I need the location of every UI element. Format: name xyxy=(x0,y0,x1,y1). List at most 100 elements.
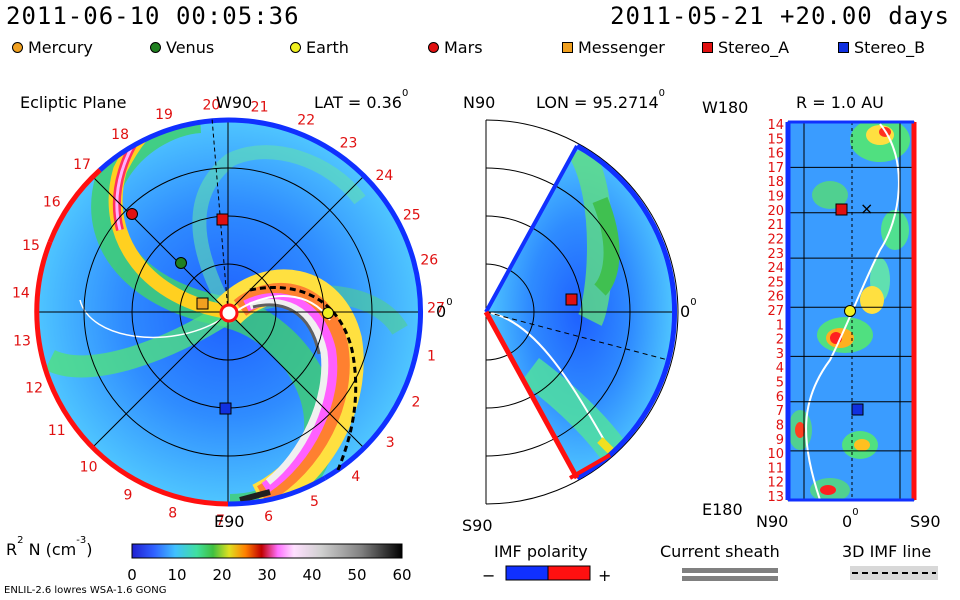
stereo-b-marker-latlon xyxy=(851,403,864,416)
colorbar-ticks: 0 10 20 30 40 50 60 xyxy=(127,566,411,584)
latlon-x-label-0: 00 xyxy=(842,506,859,531)
latlon-x-label-n90: N90 xyxy=(756,512,789,531)
mercury-icon xyxy=(12,42,23,53)
latlon-y-label: 6 xyxy=(776,390,784,405)
imf-minus-label: − xyxy=(482,566,496,585)
latlon-y-label: 7 xyxy=(776,404,784,419)
latlon-y-label: 2 xyxy=(776,333,784,348)
latlon-panel: × 14151617181920212223242526271234567891… xyxy=(767,118,917,505)
latlon-y-label: 23 xyxy=(767,247,784,262)
meridional-panel xyxy=(483,119,679,505)
carrington-label: 17 xyxy=(73,157,91,173)
lon-label: LON = 95.27140 xyxy=(536,87,666,112)
latlon-y-label: 15 xyxy=(767,132,784,147)
colorbar-tick-label: 30 xyxy=(257,566,276,584)
latlon-y-labels: 1415161718192021222324252627123456789101… xyxy=(767,118,784,505)
latlon-y-label: 8 xyxy=(776,419,784,434)
imf-negative-swatch xyxy=(505,565,549,581)
latlon-y-label: 20 xyxy=(767,204,784,219)
carrington-label: 21 xyxy=(251,99,269,115)
ecliptic-top-label: W90 xyxy=(216,93,253,112)
latlon-y-label: 1 xyxy=(776,318,784,333)
messenger-marker xyxy=(196,297,209,310)
carrington-label: 9 xyxy=(124,487,133,503)
colorbar-tick-label: 20 xyxy=(212,566,231,584)
venus-icon xyxy=(150,42,161,53)
mars-marker xyxy=(126,208,138,220)
latlon-y-label: 16 xyxy=(767,147,784,162)
colorbar-tick-label: 60 xyxy=(392,566,411,584)
colorbar xyxy=(131,543,403,559)
legend-item-earth: Earth xyxy=(290,38,349,57)
latlon-y-label: 22 xyxy=(767,233,784,248)
lat-label: LAT = 0.360 xyxy=(314,87,409,112)
carrington-label: 2 xyxy=(411,394,420,410)
stereo-a-icon xyxy=(702,42,713,53)
run-date: 2011-05-21 +20.00 days xyxy=(610,2,950,30)
legend-label: Mars xyxy=(444,38,483,57)
latlon-y-label: 9 xyxy=(776,433,784,448)
carrington-label: 14 xyxy=(12,285,30,301)
carrington-label: 15 xyxy=(22,238,40,254)
latlon-y-label: 14 xyxy=(767,118,784,133)
legend-item-stereo-b: Stereo_B xyxy=(838,38,925,57)
meridional-bottom-label: S90 xyxy=(462,516,493,535)
latlon-y-label: 10 xyxy=(767,447,784,462)
latlon-y-label: 12 xyxy=(767,476,784,491)
model-footer: ENLIL-2.6 lowres WSA-1.6 GONG xyxy=(4,585,167,596)
sun-icon xyxy=(219,303,239,323)
carrington-label: 10 xyxy=(80,459,98,475)
earth-icon xyxy=(290,42,301,53)
carrington-label: 16 xyxy=(43,195,61,211)
carrington-label: 8 xyxy=(168,506,177,522)
latlon-top-left-label: W180 xyxy=(702,98,749,117)
colorbar-tick-label: 0 xyxy=(127,566,137,584)
imf-line-title: 3D IMF line xyxy=(842,542,932,561)
legend-label: Venus xyxy=(166,38,215,57)
carrington-label: 12 xyxy=(25,380,43,396)
latlon-x-label-s90: S90 xyxy=(910,512,941,531)
ecliptic-title: Ecliptic Plane xyxy=(20,93,127,112)
carrington-label: 11 xyxy=(48,423,66,439)
legend-item-stereo-a: Stereo_A xyxy=(702,38,789,57)
carrington-label: 5 xyxy=(310,494,319,510)
carrington-label: 7 xyxy=(216,513,225,529)
carrington-label: 22 xyxy=(297,112,315,128)
legend-item-mercury: Mercury xyxy=(12,38,93,57)
current-sheath-swatch xyxy=(682,568,778,573)
ecliptic-panel: 20 21222324252627123456789101112131415161… xyxy=(12,98,445,529)
carrington-label: 13 xyxy=(13,334,31,350)
cross-marker: × xyxy=(860,199,873,218)
colorbar-label: R2 N (cm-3) xyxy=(6,534,93,559)
latlon-y-label: 26 xyxy=(767,290,784,305)
legend-label: Mercury xyxy=(28,38,93,57)
latlon-y-label: 17 xyxy=(767,161,784,176)
legend-label: Stereo_B xyxy=(854,38,926,57)
carrington-label: 3 xyxy=(386,435,395,451)
mars-icon xyxy=(428,42,439,53)
imf-positive-swatch xyxy=(547,565,591,581)
latlon-y-label: 18 xyxy=(767,175,784,190)
latlon-y-label: 11 xyxy=(767,461,784,476)
legend-item-venus: Venus xyxy=(150,38,214,57)
meridional-top-label: N90 xyxy=(463,93,496,112)
earth-marker xyxy=(322,307,334,319)
carrington-label: 6 xyxy=(264,509,273,525)
carrington-label: 26 xyxy=(420,253,438,269)
latlon-y-label: 25 xyxy=(767,275,784,290)
carrington-labels: 20 21222324252627123456789101112131415161… xyxy=(12,98,445,529)
latlon-y-label: 21 xyxy=(767,218,784,233)
legend-label: Earth xyxy=(306,38,349,57)
carrington-label: 20 xyxy=(202,98,220,114)
latlon-y-label: 19 xyxy=(767,190,784,205)
imf-plus-label: + xyxy=(598,566,612,585)
latlon-y-label: 4 xyxy=(776,361,784,376)
earth-marker-latlon xyxy=(844,305,856,317)
imf-polarity-title: IMF polarity xyxy=(494,542,588,561)
ecliptic-bottom-label: E90 xyxy=(214,512,245,531)
carrington-label: 27 xyxy=(427,301,445,317)
carrington-label: 4 xyxy=(351,469,360,485)
meridional-right-label: 00 xyxy=(680,296,697,321)
carrington-label: 25 xyxy=(403,208,421,224)
